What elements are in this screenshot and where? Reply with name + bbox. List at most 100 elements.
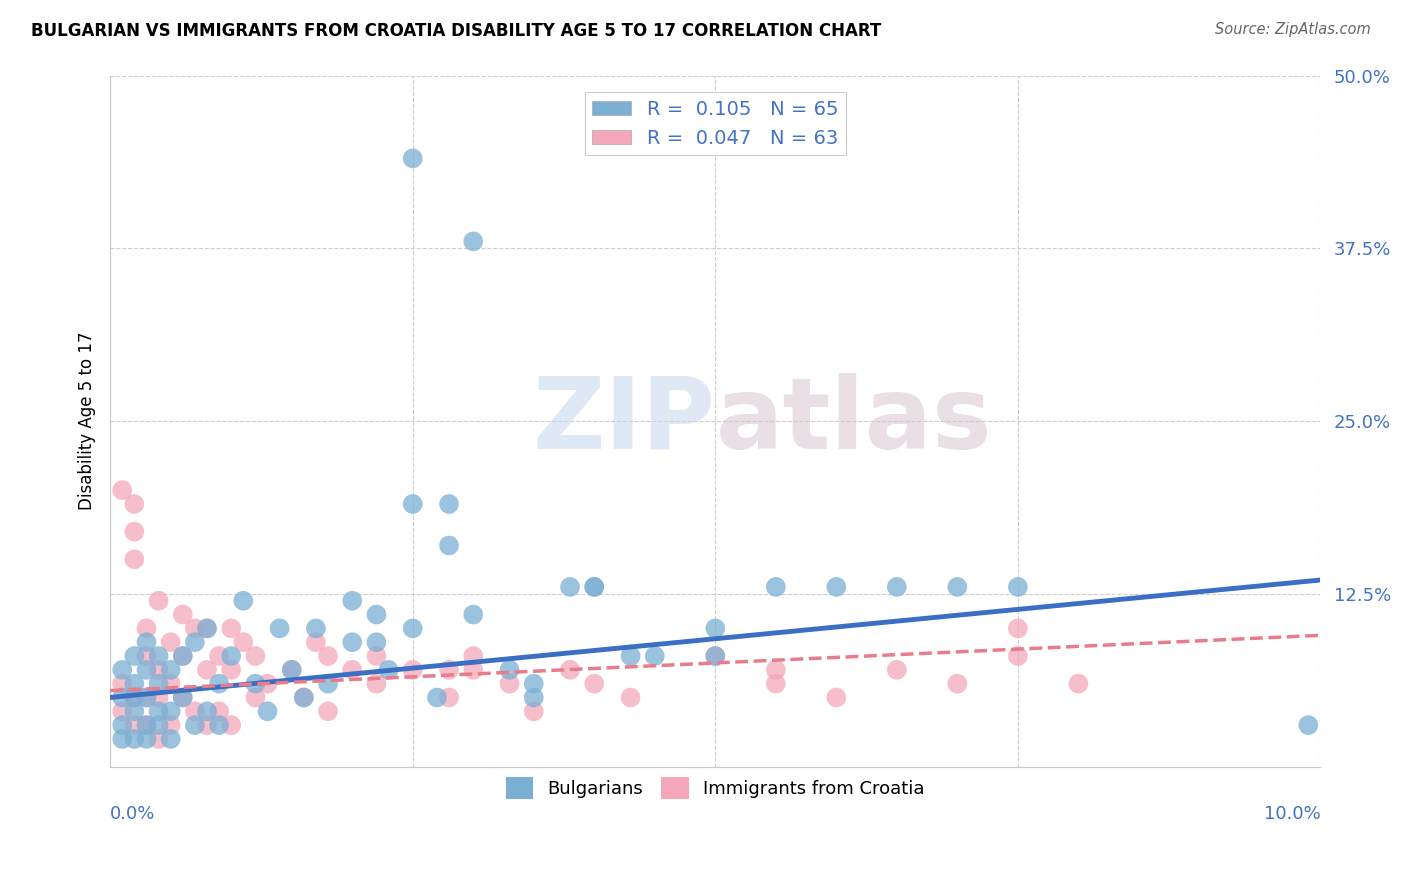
- Point: [124, 731, 146, 746]
- Point: [111, 690, 134, 705]
- Point: [558, 580, 581, 594]
- Point: [523, 690, 546, 705]
- Point: [159, 676, 181, 690]
- Point: [232, 593, 254, 607]
- Point: [619, 690, 641, 705]
- Point: [946, 676, 969, 690]
- Point: [523, 704, 546, 718]
- Legend: Bulgarians, Immigrants from Croatia: Bulgarians, Immigrants from Croatia: [499, 770, 932, 806]
- Point: [316, 648, 339, 663]
- Point: [437, 690, 460, 705]
- Text: 0.0%: 0.0%: [110, 805, 156, 823]
- Point: [124, 497, 146, 511]
- Point: [366, 676, 388, 690]
- Point: [124, 676, 146, 690]
- Point: [111, 676, 134, 690]
- Point: [148, 690, 170, 705]
- Point: [292, 690, 315, 705]
- Point: [135, 621, 157, 635]
- Point: [124, 718, 146, 732]
- Point: [1007, 621, 1029, 635]
- Point: [498, 676, 520, 690]
- Point: [172, 607, 194, 622]
- Point: [148, 676, 170, 690]
- Point: [402, 497, 425, 511]
- Point: [208, 676, 231, 690]
- Point: [1298, 718, 1320, 732]
- Point: [342, 663, 364, 677]
- Point: [558, 663, 581, 677]
- Point: [195, 663, 218, 677]
- Point: [135, 690, 157, 705]
- Point: [292, 690, 315, 705]
- Point: [704, 621, 727, 635]
- Point: [305, 635, 328, 649]
- Point: [195, 718, 218, 732]
- Point: [886, 580, 908, 594]
- Point: [111, 731, 134, 746]
- Point: [402, 621, 425, 635]
- Point: [148, 731, 170, 746]
- Point: [195, 621, 218, 635]
- Point: [437, 663, 460, 677]
- Point: [111, 718, 134, 732]
- Point: [619, 648, 641, 663]
- Point: [946, 580, 969, 594]
- Point: [195, 704, 218, 718]
- Point: [280, 663, 302, 677]
- Point: [148, 704, 170, 718]
- Point: [124, 690, 146, 705]
- Point: [523, 676, 546, 690]
- Point: [195, 621, 218, 635]
- Point: [184, 704, 207, 718]
- Point: [159, 663, 181, 677]
- Point: [316, 704, 339, 718]
- Point: [135, 648, 157, 663]
- Point: [498, 663, 520, 677]
- Point: [377, 663, 399, 677]
- Point: [159, 718, 181, 732]
- Point: [124, 704, 146, 718]
- Point: [825, 580, 848, 594]
- Point: [704, 648, 727, 663]
- Point: [148, 718, 170, 732]
- Point: [437, 538, 460, 552]
- Point: [256, 676, 278, 690]
- Point: [280, 663, 302, 677]
- Point: [232, 635, 254, 649]
- Point: [159, 635, 181, 649]
- Point: [765, 580, 787, 594]
- Point: [135, 663, 157, 677]
- Point: [124, 552, 146, 566]
- Text: ZIP: ZIP: [533, 373, 716, 469]
- Point: [704, 648, 727, 663]
- Point: [426, 690, 449, 705]
- Point: [463, 663, 485, 677]
- Point: [269, 621, 291, 635]
- Point: [184, 621, 207, 635]
- Y-axis label: Disability Age 5 to 17: Disability Age 5 to 17: [79, 332, 96, 510]
- Point: [305, 621, 328, 635]
- Point: [208, 648, 231, 663]
- Point: [245, 648, 267, 663]
- Point: [245, 690, 267, 705]
- Point: [172, 690, 194, 705]
- Point: [111, 663, 134, 677]
- Point: [765, 676, 787, 690]
- Point: [219, 621, 242, 635]
- Point: [366, 635, 388, 649]
- Point: [437, 497, 460, 511]
- Point: [135, 731, 157, 746]
- Point: [366, 648, 388, 663]
- Point: [1067, 676, 1090, 690]
- Point: [583, 676, 606, 690]
- Point: [366, 607, 388, 622]
- Point: [208, 704, 231, 718]
- Point: [463, 648, 485, 663]
- Point: [135, 718, 157, 732]
- Point: [402, 663, 425, 677]
- Point: [124, 648, 146, 663]
- Text: atlas: atlas: [716, 373, 991, 469]
- Point: [148, 648, 170, 663]
- Point: [124, 524, 146, 539]
